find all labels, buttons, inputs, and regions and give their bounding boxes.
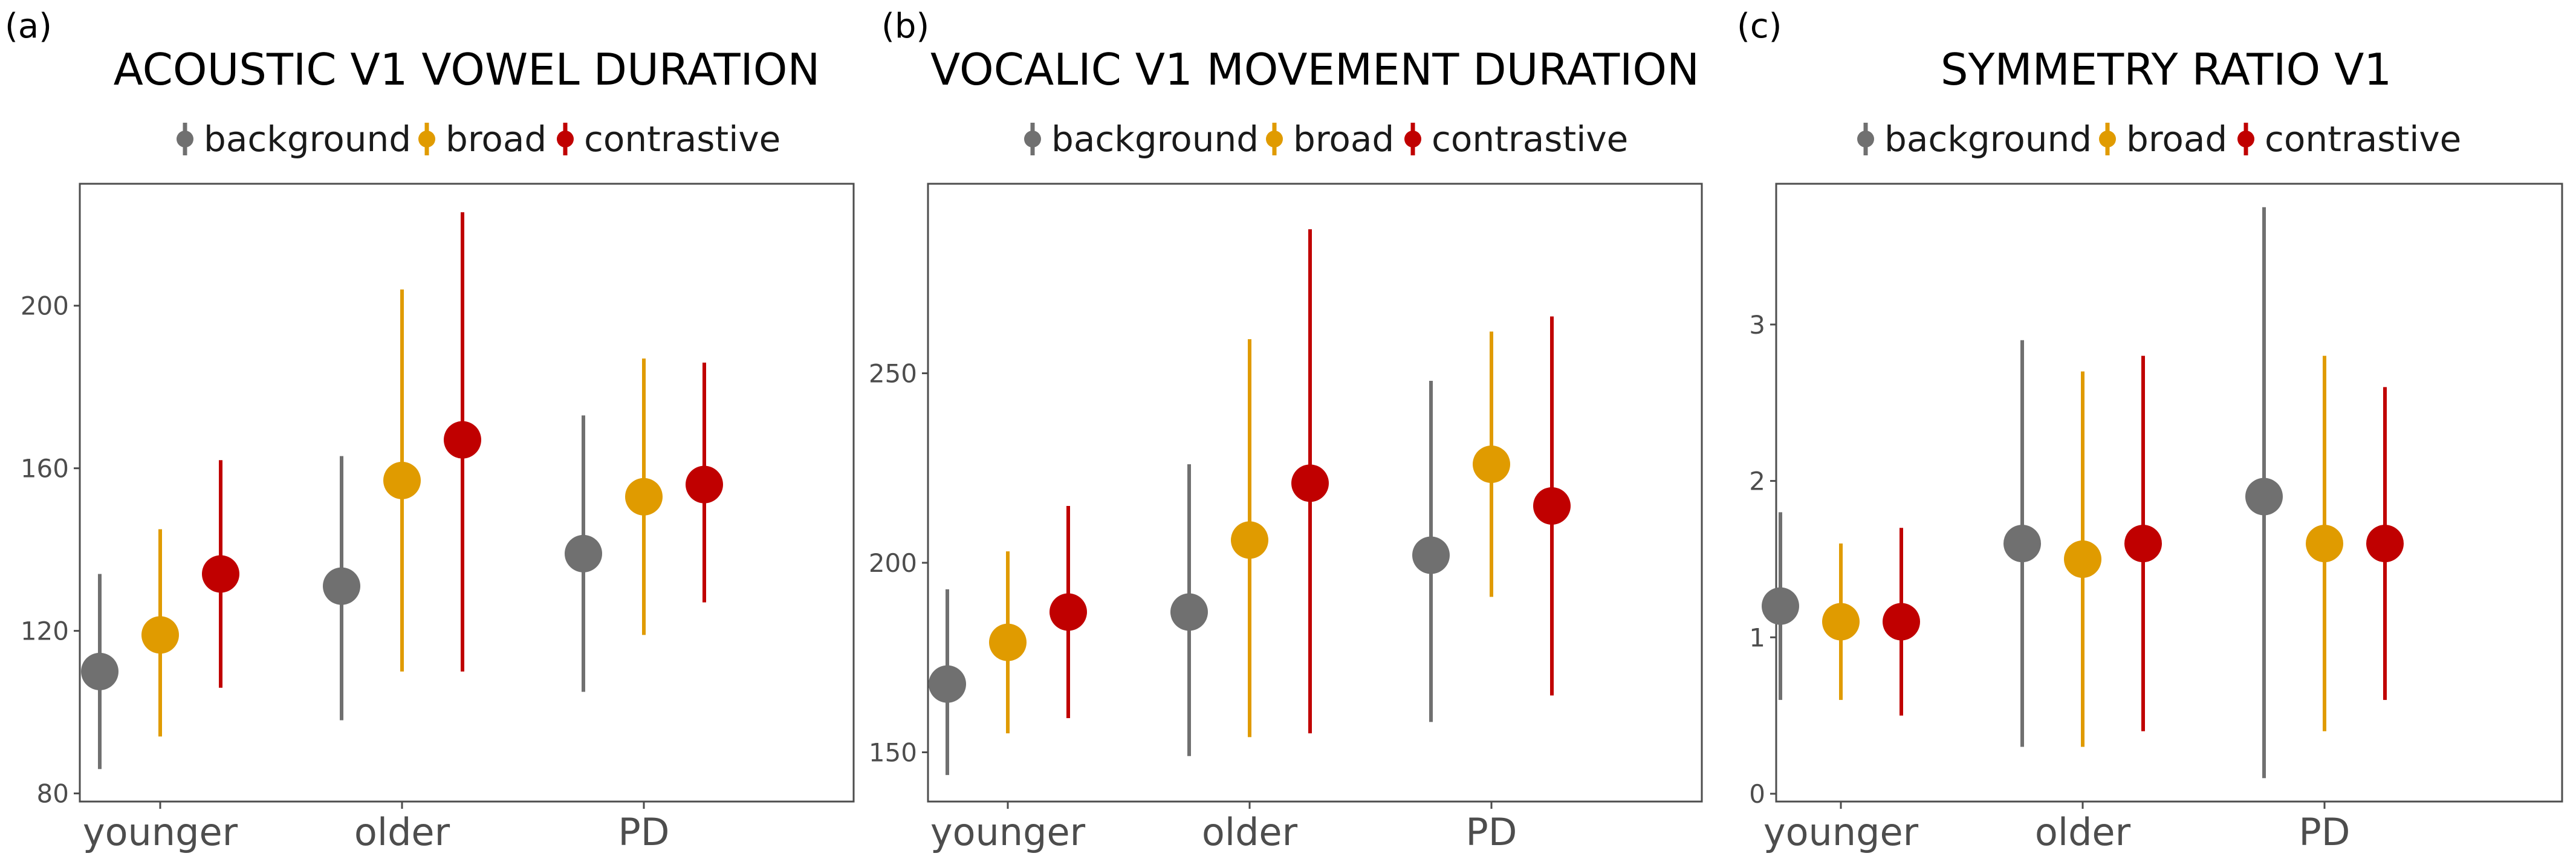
legend-label-broad-a: broad [446,118,547,160]
plot-frame-b [927,183,1703,803]
chart-title-a: ACOUSTIC V1 VOWEL DURATION [114,44,820,95]
legend-item-background-a: background [177,118,411,160]
legend-item-background-b: background [1024,118,1259,160]
data-point-broad [1473,445,1510,483]
data-point-contrastive [1050,593,1087,631]
x-tick-label: younger [930,810,1086,854]
data-point-contrastive [1883,603,1920,641]
legend-label-background-b: background [1051,118,1259,160]
legend-item-background-c: background [1857,118,2092,160]
legend-marker-contrastive-b [1404,131,1421,147]
panel-b: (b) VOCALIC V1 MOVEMENT DURATION backgro… [869,7,1703,854]
y-axis-ticks-a: 80 120 160 200 [21,291,80,809]
legend-c: background broad contrastive [1857,118,2461,160]
legend-a: background broad contrastive [177,118,780,160]
data-point-contrastive [1291,464,1329,502]
data-point-broad [383,461,421,499]
y-tick-label: 1 [1749,623,1765,652]
y-tick-label: 160 [21,454,69,484]
data-point-contrastive [444,421,481,459]
legend-label-contrastive-a: contrastive [584,118,780,160]
x-axis-ticks-a: younger older PD [83,802,670,854]
data-point-contrastive [1533,487,1571,525]
data-point-background [323,567,360,605]
y-tick-label: 2 [1749,467,1765,496]
data-point-contrastive [686,465,723,504]
chart-title-c: SYMMETRY RATIO V1 [1941,44,2392,95]
data-point-background [81,652,118,690]
data-point-contrastive [2124,525,2162,563]
x-tick-label: older [1202,810,1298,854]
data-point-broad [989,623,1027,661]
legend-label-background-c: background [1884,118,2092,160]
legend-label-contrastive-b: contrastive [1432,118,1628,160]
x-tick-label: PD [2299,810,2350,854]
legend-item-contrastive-a: contrastive [557,118,780,160]
data-point-broad [1231,521,1268,559]
legend-item-contrastive-c: contrastive [2237,118,2461,160]
data-marks-a [81,212,723,770]
x-tick-label: younger [83,810,238,854]
y-axis-ticks-b: 150 200 250 [869,358,928,767]
panel-label-a: (a) [5,7,52,46]
legend-marker-background-c [1857,131,1874,147]
data-marks-b [929,229,1571,776]
data-point-background [1762,587,1799,625]
data-point-background [2003,525,2041,563]
data-point-background [929,665,966,703]
x-tick-label: older [2035,810,2131,854]
plot-frame-a [79,183,855,803]
x-tick-label: PD [618,810,669,854]
legend-b: background broad contrastive [1024,118,1628,160]
y-tick-label: 250 [869,358,917,388]
x-tick-label: younger [1763,810,1919,854]
legend-marker-background-b [1024,131,1041,147]
legend-marker-contrastive-a [557,131,574,147]
legend-label-broad-c: broad [2126,118,2227,160]
panel-label-b: (b) [881,7,929,46]
y-tick-label: 200 [869,548,917,578]
data-point-broad [2064,540,2101,578]
legend-item-broad-b: broad [1266,118,1394,160]
legend-marker-contrastive-c [2237,131,2254,147]
legend-marker-broad-a [418,131,435,147]
y-tick-label: 120 [21,617,69,646]
legend-label-background-a: background [204,118,411,160]
legend-label-contrastive-c: contrastive [2265,118,2461,160]
data-point-broad [625,478,663,516]
data-marks-c [1762,207,2404,779]
data-point-contrastive [2366,525,2404,563]
y-tick-label: 150 [869,737,917,767]
legend-item-contrastive-b: contrastive [1404,118,1628,160]
chart-title-b: VOCALIC V1 MOVEMENT DURATION [930,44,1699,95]
legend-marker-broad-c [2099,131,2116,147]
data-point-background [1170,593,1208,631]
y-tick-label: 3 [1749,310,1765,340]
data-point-background [1412,536,1450,574]
data-point-broad [141,616,179,654]
panel-label-c: (c) [1737,7,1782,46]
legend-item-broad-a: broad [418,118,547,160]
y-tick-label: 80 [37,779,69,809]
x-axis-ticks-c: younger older PD [1763,802,2351,854]
x-tick-label: PD [1465,810,1517,854]
legend-marker-background-a [177,131,193,147]
panel-a: (a) ACOUSTIC V1 VOWEL DURATION backgroun… [5,7,855,854]
data-point-broad [2306,525,2343,563]
plot-frame-c [1775,183,2563,803]
x-axis-ticks-b: younger older PD [930,802,1517,854]
legend-label-broad-b: broad [1293,118,1394,160]
legend-marker-broad-b [1266,131,1283,147]
legend-item-broad-c: broad [2099,118,2227,160]
panel-c: (c) SYMMETRY RATIO V1 background broad c… [1737,7,2563,854]
y-axis-ticks-c: 0 1 2 3 [1749,310,1776,809]
data-point-contrastive [202,555,239,593]
data-point-broad [1822,603,1860,641]
data-point-background [565,534,602,572]
y-tick-label: 0 [1749,779,1765,809]
data-point-background [2245,478,2283,516]
y-tick-label: 200 [21,291,69,321]
x-tick-label: older [354,810,450,854]
